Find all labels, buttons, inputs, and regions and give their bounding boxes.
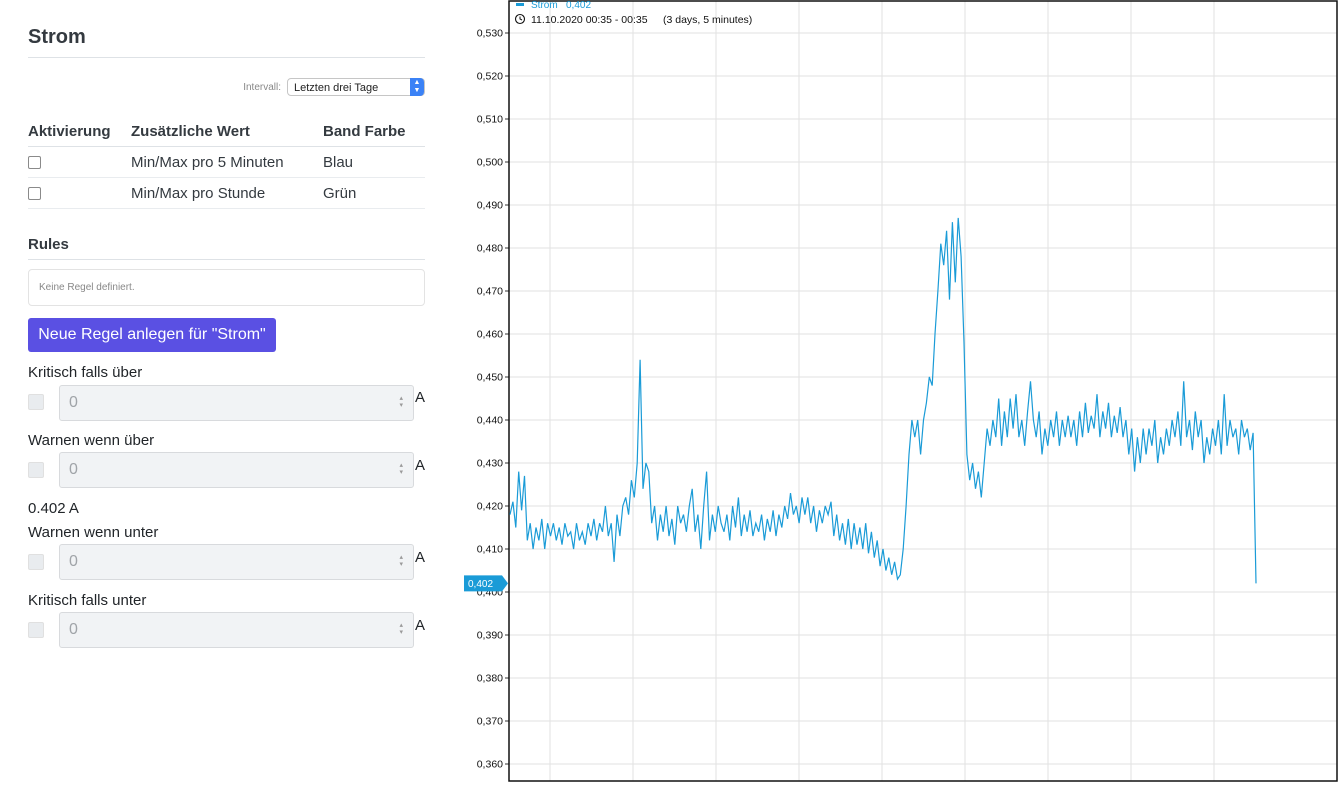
threshold-value: 0 xyxy=(69,553,78,570)
line-chart[interactable]: 0,3600,3700,3800,3900,4000,4100,4200,430… xyxy=(462,0,1338,782)
rules-heading: Rules xyxy=(28,236,69,253)
grid xyxy=(509,1,1337,781)
threshold-unit: A xyxy=(415,457,426,474)
y-tick-label: 0,530 xyxy=(477,28,503,40)
row-color: Grün xyxy=(323,177,425,209)
table-row: Min/Max pro 5 Minuten Blau xyxy=(28,146,425,178)
settings-panel: Strom Intervall: Letzten drei Tage ▲ ▼ Ak… xyxy=(28,0,425,782)
marker-label: 0,402 xyxy=(468,579,493,590)
title-divider xyxy=(28,57,425,58)
stepper-arrows-icon[interactable]: ▴ ▾ xyxy=(399,622,403,636)
table-row: Min/Max pro Stunde Grün xyxy=(28,177,425,209)
y-tick-label: 0,520 xyxy=(477,71,503,83)
time-range: 11.10.2020 00:35 - 00:35 (3 days, 5 minu… xyxy=(514,13,752,26)
threshold-input-critical-below[interactable]: 0 ▴ ▾ xyxy=(59,612,414,648)
select-arrows-icon: ▲ ▼ xyxy=(410,78,424,96)
stepper-arrows-icon[interactable]: ▴ ▾ xyxy=(399,395,403,409)
row-value: Min/Max pro 5 Minuten xyxy=(131,146,323,178)
interval-label: Intervall: xyxy=(243,81,281,93)
activation-checkbox-hour[interactable] xyxy=(28,187,41,201)
interval-select-value: Letzten drei Tage xyxy=(294,82,379,94)
legend: Strom 0,402 xyxy=(516,0,591,11)
y-tick-label: 0,430 xyxy=(477,458,503,470)
new-rule-button[interactable]: Neue Regel anlegen für "Strom" xyxy=(28,318,276,352)
page-title: Strom xyxy=(28,26,86,48)
y-tick-label: 0,450 xyxy=(477,372,503,384)
plot-frame xyxy=(508,0,1338,782)
interval-control: Intervall: Letzten drei Tage ▲ ▼ xyxy=(243,77,425,97)
threshold-unit: A xyxy=(415,617,426,634)
threshold-unit: A xyxy=(415,389,426,406)
current-value: 0.402 A xyxy=(28,500,79,517)
time-range-text: 11.10.2020 00:35 - 00:35 xyxy=(531,14,648,26)
y-tick-label: 0,390 xyxy=(477,630,503,642)
threshold-label-critical-below: Kritisch falls unter xyxy=(28,592,147,609)
y-tick-label: 0,420 xyxy=(477,501,503,513)
legend-swatch xyxy=(516,3,524,6)
y-tick-label: 0,490 xyxy=(477,200,503,212)
threshold-value: 0 xyxy=(69,461,78,478)
y-tick-label: 0,370 xyxy=(477,716,503,728)
threshold-label-warn-above: Warnen wenn über xyxy=(28,432,155,449)
stepper-arrows-icon[interactable]: ▴ ▾ xyxy=(399,554,403,568)
threshold-input-warn-above[interactable]: 0 ▴ ▾ xyxy=(59,452,414,488)
row-color: Blau xyxy=(323,146,425,178)
y-tick-label: 0,410 xyxy=(477,544,503,556)
threshold-input-warn-below[interactable]: 0 ▴ ▾ xyxy=(59,544,414,580)
y-tick-label: 0,510 xyxy=(477,114,503,126)
threshold-checkbox-warn-above[interactable] xyxy=(28,462,44,478)
y-tick-label: 0,480 xyxy=(477,243,503,255)
row-value: Min/Max pro Stunde xyxy=(131,177,323,209)
rules-divider xyxy=(28,259,425,260)
table-header-row: Aktivierung Zusätzliche Wert Band Farbe xyxy=(28,116,425,147)
header-band-color: Band Farbe xyxy=(323,116,425,147)
threshold-checkbox-warn-below[interactable] xyxy=(28,554,44,570)
y-tick-label: 0,360 xyxy=(477,759,503,771)
no-rules-message: Keine Regel definiert. xyxy=(28,269,425,306)
y-axis: 0,3600,3700,3800,3900,4000,4100,4200,430… xyxy=(477,28,509,771)
threshold-checkbox-critical-above[interactable] xyxy=(28,394,44,410)
threshold-label-warn-below: Warnen wenn unter xyxy=(28,524,159,541)
threshold-checkbox-critical-below[interactable] xyxy=(28,622,44,638)
chart-container: 0,360 0,370 0,380 0,390 0,400 0,410 0,420 0,430… xyxy=(462,0,1338,782)
header-additional-value: Zusätzliche Wert xyxy=(131,116,323,147)
threshold-unit: A xyxy=(415,549,426,566)
y-tick-label: 0,440 xyxy=(477,415,503,427)
clock-hands xyxy=(519,16,523,21)
y-tick-label: 0,470 xyxy=(477,286,503,298)
interval-select[interactable]: Letzten drei Tage ▲ ▼ xyxy=(287,78,425,96)
threshold-label-critical-above: Kritisch falls über xyxy=(28,364,143,381)
duration-text: (3 days, 5 minutes) xyxy=(663,14,752,26)
bands-table: Aktivierung Zusätzliche Wert Band Farbe … xyxy=(28,116,425,209)
marker-shape xyxy=(464,575,508,592)
y-tick-label: 0,380 xyxy=(477,673,503,685)
y-tick-label: 0,460 xyxy=(477,329,503,341)
threshold-value: 0 xyxy=(69,621,78,638)
stepper-arrows-icon[interactable]: ▴ ▾ xyxy=(399,462,403,476)
threshold-value: 0 xyxy=(69,394,78,411)
header-activation: Aktivierung xyxy=(28,116,131,147)
threshold-input-critical-above[interactable]: 0 ▴ ▾ xyxy=(59,385,414,421)
legend-series-name: Strom xyxy=(531,0,558,11)
activation-checkbox-5min[interactable] xyxy=(28,156,41,170)
series-line-strom[interactable] xyxy=(509,217,1257,584)
current-value-marker: 0,402 xyxy=(464,575,508,592)
legend-series-value: 0,402 xyxy=(566,0,591,11)
y-tick-label: 0,500 xyxy=(477,157,503,169)
clock-icon xyxy=(514,13,526,25)
